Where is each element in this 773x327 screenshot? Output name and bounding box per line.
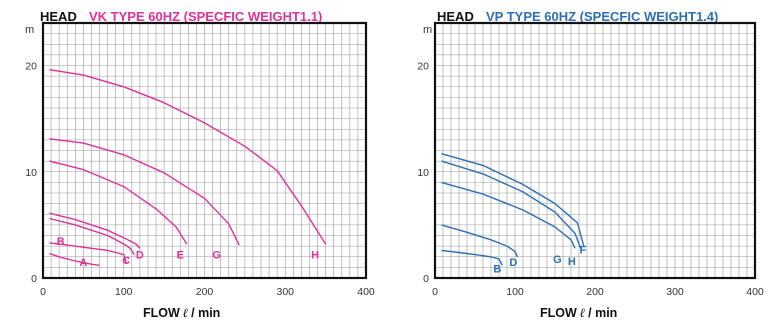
y-tick-label: 20 xyxy=(417,61,429,73)
y-tick-label: 10 xyxy=(417,167,429,179)
vk-plot: 0 100 200 300 400 0 10 20 A B C D E G H xyxy=(25,21,375,298)
series-curve-F xyxy=(49,138,240,246)
x-tick-label: 200 xyxy=(196,286,214,298)
chart-title: VK TYPE 60HZ (SPECFIC WEIGHT1.1) xyxy=(89,9,323,24)
x-tick-label: 300 xyxy=(276,286,294,298)
curve-label: G xyxy=(212,250,221,262)
head-axis-label: HEAD xyxy=(437,9,474,24)
vp-plot: 0 100 200 300 400 0 10 20 BD G HF xyxy=(417,21,764,298)
x-axis-title-pre: FLOW xyxy=(540,306,577,320)
x-tick-label: 0 xyxy=(432,286,438,298)
curve-label: C xyxy=(122,255,130,267)
series-curve-G xyxy=(441,181,576,249)
y-tick-label: 10 xyxy=(25,167,37,179)
series-curve-D xyxy=(441,224,519,258)
x-axis-title-symbol: ℓ xyxy=(579,306,586,320)
curve-label: B xyxy=(57,236,65,248)
series-curve-B xyxy=(49,242,127,264)
x-tick-label: 200 xyxy=(586,286,604,298)
series-curve-F xyxy=(441,153,585,247)
y-tick-label: 0 xyxy=(423,273,429,285)
head-axis-label: HEAD xyxy=(40,9,77,24)
x-axis-title-post: / min xyxy=(588,306,618,320)
x-axis-title-post: / min xyxy=(191,306,221,320)
series-curve-H xyxy=(441,160,582,249)
x-tick-label: 0 xyxy=(40,286,46,298)
series-curve-C xyxy=(49,217,135,255)
series-curve-A xyxy=(49,252,100,266)
x-tick-label: 300 xyxy=(666,286,684,298)
x-tick-label: 400 xyxy=(746,286,764,298)
y-tick-label: 0 xyxy=(31,273,37,285)
series-curve-D xyxy=(49,212,141,249)
grid xyxy=(42,22,367,279)
curve-label: H xyxy=(568,256,576,268)
series-curve-E xyxy=(49,160,188,245)
series-curve-H xyxy=(49,69,327,245)
curve-label: E xyxy=(177,250,184,262)
x-axis-title: FLOW ℓ / min xyxy=(540,306,617,321)
x-axis-title-pre: FLOW xyxy=(143,306,180,320)
vp-chart-panel: HEAD VP TYPE 60HZ (SPECFIC WEIGHT1.4) m … xyxy=(390,0,773,327)
x-axis-title: FLOW ℓ / min xyxy=(143,306,220,321)
y-tick-label: 20 xyxy=(25,61,37,73)
plot-frame xyxy=(433,21,757,280)
curve-label: A xyxy=(79,257,87,269)
x-tick-label: 400 xyxy=(357,286,375,298)
curve-label: B xyxy=(493,263,501,275)
y-unit-label: m xyxy=(423,24,433,36)
curve-label: G xyxy=(553,254,562,266)
curve-label: H xyxy=(311,250,319,262)
chart-title: VP TYPE 60HZ (SPECFIC WEIGHT1.4) xyxy=(486,9,719,24)
curve-label: D xyxy=(509,257,517,269)
curve-label: D xyxy=(136,250,144,262)
x-axis-title-symbol: ℓ xyxy=(182,306,189,320)
x-tick-label: 100 xyxy=(506,286,524,298)
x-tick-label: 100 xyxy=(115,286,133,298)
grid xyxy=(434,22,756,279)
series-curve-B xyxy=(441,249,503,266)
curve-label: F xyxy=(580,244,587,256)
vk-chart-panel: HEAD VK TYPE 60HZ (SPECFIC WEIGHT1.1) m … xyxy=(0,0,386,327)
plot-frame xyxy=(41,21,368,280)
y-unit-label: m xyxy=(25,24,35,36)
